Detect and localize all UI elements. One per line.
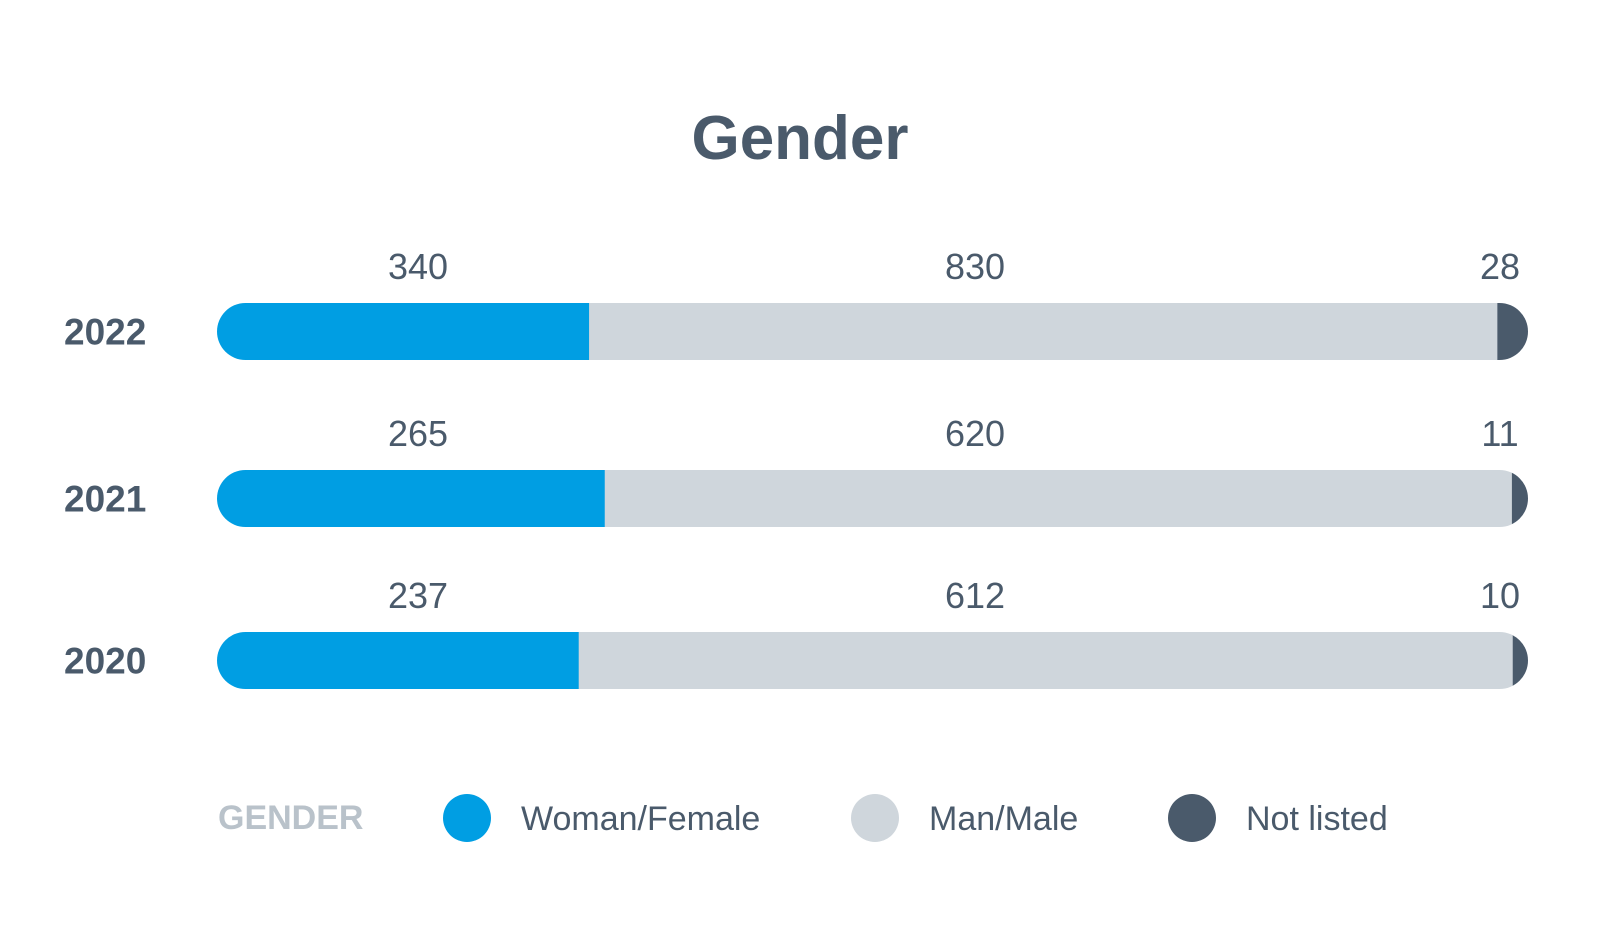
- bar-row-2021: 2021 265 620 11: [64, 413, 1528, 527]
- bar-segment-not-listed: [1511, 470, 1528, 527]
- legend-swatch: [1168, 794, 1216, 842]
- bar-segment-woman-female: [217, 632, 580, 689]
- bar-segment-woman-female: [217, 470, 606, 527]
- legend-title: GENDER: [218, 799, 363, 837]
- legend-item-not-listed: Not listed: [1168, 794, 1388, 842]
- legend: GENDER Woman/Female Man/Male Not listed: [218, 794, 1388, 842]
- year-label: 2021: [64, 479, 146, 520]
- legend-label: Not listed: [1246, 800, 1388, 838]
- legend-item-woman-female: Woman/Female: [443, 794, 760, 842]
- bar-rows: 2022 340 830 28 2021 265 620 11 2020 237 612 10: [64, 246, 1528, 689]
- value-label-man-male: 612: [945, 575, 1005, 616]
- legend-swatch: [443, 794, 491, 842]
- value-label-not-listed: 28: [1480, 246, 1520, 287]
- value-label-woman-female: 237: [388, 575, 448, 616]
- value-label-woman-female: 265: [388, 413, 448, 454]
- bar-segment-woman-female: [217, 303, 590, 360]
- value-label-man-male: 830: [945, 246, 1005, 287]
- legend-item-man-male: Man/Male: [851, 794, 1078, 842]
- legend-swatch: [851, 794, 899, 842]
- value-label-man-male: 620: [945, 413, 1005, 454]
- legend-label: Woman/Female: [521, 800, 760, 838]
- bar-row-2022: 2022 340 830 28: [64, 246, 1528, 360]
- bar-segment-not-listed: [1497, 303, 1528, 360]
- chart-title: Gender: [691, 104, 908, 173]
- value-label-not-listed: 10: [1480, 575, 1520, 616]
- legend-label: Man/Male: [929, 800, 1078, 838]
- bar-segment-man-male: [604, 470, 1513, 527]
- year-label: 2022: [64, 312, 146, 353]
- bar-segment-man-male: [578, 632, 1514, 689]
- value-label-not-listed: 11: [1481, 413, 1518, 454]
- bar-segment-man-male: [589, 303, 1498, 360]
- bar-row-2020: 2020 237 612 10: [64, 575, 1528, 689]
- year-label: 2020: [64, 641, 146, 682]
- bar-segment-not-listed: [1512, 632, 1528, 689]
- value-label-woman-female: 340: [388, 246, 448, 287]
